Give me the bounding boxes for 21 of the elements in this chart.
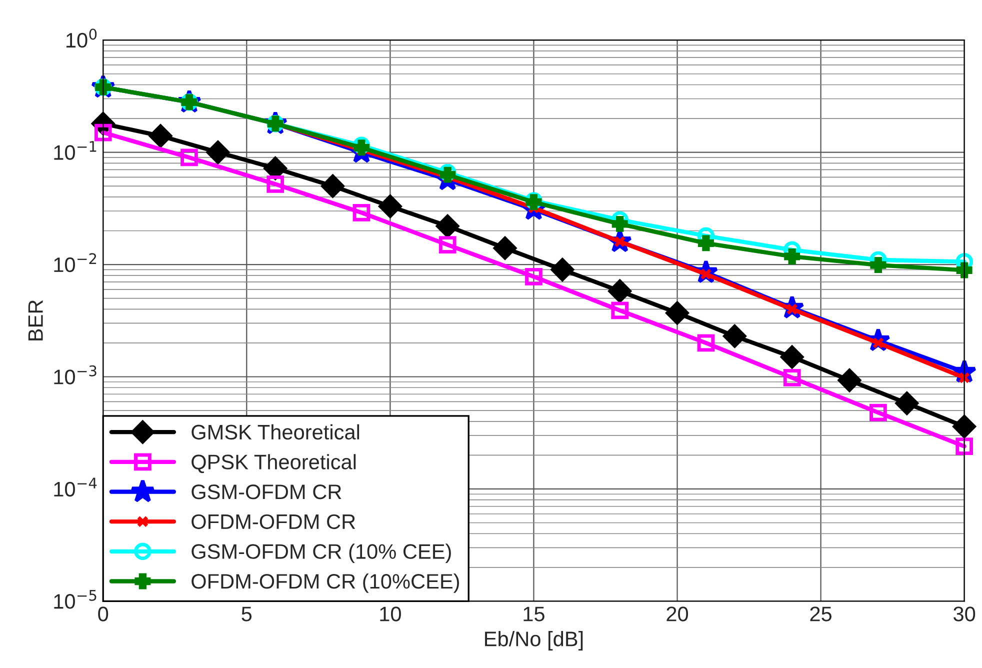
- x-tick-label: 25: [810, 606, 832, 622]
- x-tick-label: 0: [98, 606, 108, 622]
- x-tick-label: 20: [666, 606, 688, 622]
- y-tick-label: 10$^{−2}$: [54, 253, 96, 272]
- legend-label: QPSK Theoretical: [192, 454, 356, 474]
- x-tick-label: 30: [954, 606, 976, 622]
- x-tick-label: 5: [242, 606, 252, 622]
- y-tick-label: 10$^{−1}$: [54, 141, 96, 160]
- y-tick-label: 10$^{−3}$: [54, 365, 96, 384]
- y-axis-title: BER: [28, 300, 43, 340]
- legend-label: OFDM-OFDM CR (10%CEE): [192, 573, 459, 593]
- legend-label: GMSK Theoretical: [192, 424, 360, 440]
- legend-label: OFDM-OFDM CR: [192, 514, 356, 530]
- x-tick-label: 15: [524, 606, 544, 622]
- y-tick-label: 10$^{0}$: [66, 28, 97, 48]
- x-tick-label: 10: [380, 606, 401, 622]
- legend-label: GSM-OFDM CR (10% CEE): [192, 544, 451, 564]
- x-axis-title: Eb/No [dB]: [485, 631, 583, 650]
- y-tick-label: 10$^{−4}$: [54, 478, 97, 497]
- y-tick-label: 10$^{−5}$: [54, 590, 96, 609]
- legend-label: GSM-OFDM CR: [192, 484, 342, 500]
